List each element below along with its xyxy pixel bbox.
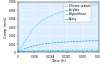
- Legend: Silicone sealant, Acrylate, Polyurethane, Epoxy: Silicone sealant, Acrylate, Polyurethane…: [64, 3, 91, 22]
- X-axis label: Time (h): Time (h): [51, 59, 66, 63]
- Y-axis label: Creep (mm): Creep (mm): [4, 17, 8, 38]
